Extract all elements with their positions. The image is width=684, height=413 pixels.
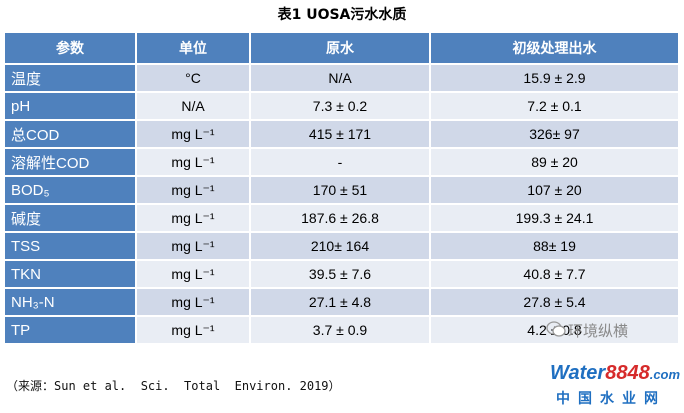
parameter-cell: 总COD	[3, 119, 137, 149]
table-cell: mg L⁻¹	[135, 119, 251, 149]
table-row: pH N/A 7.3 ± 0.2 7.2 ± 0.1	[3, 91, 680, 121]
header-cell: 原水	[249, 31, 431, 65]
table-row: BOD₅ mg L⁻¹ 170 ± 51 107 ± 20	[3, 175, 680, 205]
table-cell: N/A	[135, 91, 251, 121]
parameter-cell: TSS	[3, 231, 137, 261]
table-cell: 326± 97	[429, 119, 680, 149]
table-cell: 3.7 ± 0.9	[249, 315, 431, 345]
logo-domain: .com	[649, 367, 681, 382]
watermark: 环境纵横	[568, 322, 629, 340]
table-cell: mg L⁻¹	[135, 175, 251, 205]
table-cell: N/A	[249, 63, 431, 93]
header-cell: 单位	[135, 31, 251, 65]
table-cell: 15.9 ± 2.9	[429, 63, 680, 93]
parameter-cell: TP	[3, 315, 137, 345]
table-cell: 7.2 ± 0.1	[429, 91, 680, 121]
header-row: 参数 单位 原水 初级处理出水	[3, 31, 680, 65]
table-cell: mg L⁻¹	[135, 231, 251, 261]
table-row: TSS mg L⁻¹ 210± 164 88± 19	[3, 231, 680, 261]
table-cell: 88± 19	[429, 231, 680, 261]
table-cell: 39.5 ± 7.6	[249, 259, 431, 289]
parameter-cell: 溶解性COD	[3, 147, 137, 177]
table-row: 碱度 mg L⁻¹ 187.6 ± 26.8 199.3 ± 24.1	[3, 203, 680, 233]
parameter-cell: NH₃-N	[3, 287, 137, 317]
table-cell: mg L⁻¹	[135, 203, 251, 233]
logo-brand: Water	[550, 362, 606, 384]
table-cell: 27.1 ± 4.8	[249, 287, 431, 317]
table-cell: 199.3 ± 24.1	[429, 203, 680, 233]
table-cell: mg L⁻¹	[135, 259, 251, 289]
parameter-cell: BOD₅	[3, 175, 137, 205]
watermark-icon	[546, 321, 566, 337]
table-row: 溶解性COD mg L⁻¹ -89 ± 20	[3, 147, 680, 177]
parameter-cell: 温度	[3, 63, 137, 93]
table-row: NH₃-N mg L⁻¹ 27.1 ± 4.8 27.8 ± 5.4	[3, 287, 680, 317]
table-cell: °C	[135, 63, 251, 93]
table-row: TKN mg L⁻¹ 39.5 ± 7.6 40.8 ± 7.7	[3, 259, 680, 289]
table-cell: 107 ± 20	[429, 175, 680, 205]
table-cell: 89 ± 20	[429, 147, 680, 177]
parameter-cell: pH	[3, 91, 137, 121]
table-cell: mg L⁻¹	[135, 315, 251, 345]
table-body: 温度 °C N/A 15.9 ± 2.9 pH N/A 7.3 ± 0.2 7.2 ± 0.1…	[3, 63, 680, 345]
table-cell: -	[249, 147, 431, 177]
parameter-cell: 碱度	[3, 203, 137, 233]
table-cell: 187.6 ± 26.8	[249, 203, 431, 233]
header-cell: 初级处理出水	[429, 31, 680, 65]
source-note: （来源：Sun et al. Sci. Total Environ. 2019）	[6, 379, 341, 393]
table-title: 表1 UOSA污水水质	[277, 7, 407, 23]
table-cell: 7.3 ± 0.2	[249, 91, 431, 121]
table-row: 温度 °C N/A 15.9 ± 2.9	[3, 63, 680, 93]
table-cell: mg L⁻¹	[135, 147, 251, 177]
table-cell: 170 ± 51	[249, 175, 431, 205]
table-cell: 27.8 ± 5.4	[429, 287, 680, 317]
water-quality-table: 参数 单位 原水 初级处理出水 温度 °C N/A 15.9 ± 2.9 pH N/A 7.3 ±…	[3, 31, 680, 345]
table-cell: 40.8 ± 7.7	[429, 259, 680, 289]
table-cell: 415 ± 171	[249, 119, 431, 149]
logo-number: 8848	[605, 362, 650, 384]
table-cell: 210± 164	[249, 231, 431, 261]
logo-name: 中国水业网	[556, 391, 666, 407]
header-cell: 参数	[3, 31, 137, 65]
table-cell: mg L⁻¹	[135, 287, 251, 317]
parameter-cell: TKN	[3, 259, 137, 289]
table-row: 总COD mg L⁻¹ 415 ± 171 326± 97	[3, 119, 680, 149]
logo: Water8848.com	[550, 362, 680, 385]
